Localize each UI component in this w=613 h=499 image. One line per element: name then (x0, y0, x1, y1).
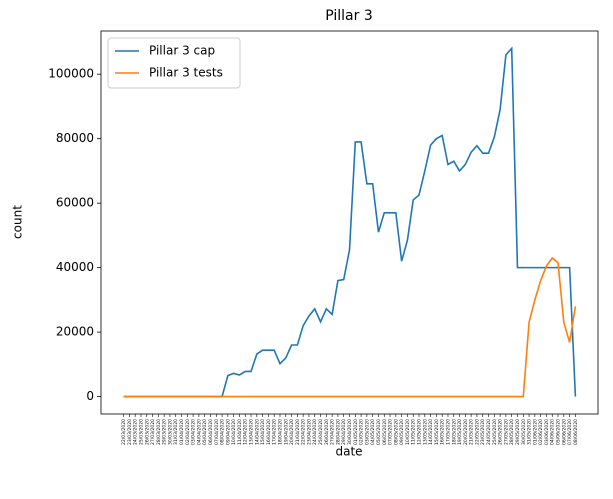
x-tick-label: 01/05/2020 (353, 419, 359, 445)
y-tick-label: 100000 (48, 67, 94, 81)
legend-box (107, 37, 241, 89)
chart-title: Pillar 3 (325, 8, 373, 24)
x-tick-label: 22/05/2020 (474, 419, 480, 445)
x-tick-label: 05/06/2020 (556, 419, 562, 445)
line-series (123, 256, 577, 398)
x-tick-label: 29/05/2020 (515, 419, 521, 445)
x-tick-label: 15/04/2020 (260, 419, 266, 445)
x-tick-label: 22/03/2020 (121, 419, 127, 445)
x-tick-label: 16/05/2020 (440, 419, 446, 445)
x-tick-label: 26/04/2020 (324, 419, 330, 445)
x-tick-label: 24/05/2020 (486, 419, 492, 445)
x-tick-label: 01/04/2020 (179, 419, 185, 445)
x-tick-label: 29/04/2020 (341, 419, 347, 445)
x-tick-label: 18/04/2020 (277, 419, 283, 445)
x-tick-label: 09/04/2020 (225, 419, 231, 445)
x-tick-label: 21/05/2020 (469, 419, 475, 445)
x-tick-label: 04/05/2020 (370, 419, 376, 445)
x-tick-label: 02/05/2020 (359, 419, 365, 445)
legend-label: Pillar 3 cap (149, 44, 215, 58)
x-tick-label: 28/04/2020 (335, 419, 341, 445)
x-tick-label: 30/05/2020 (521, 419, 527, 445)
x-tick-label: 08/04/2020 (220, 419, 226, 445)
x-tick-label: 14/05/2020 (428, 419, 434, 445)
y-tick-label: 20000 (56, 325, 94, 339)
x-tick-label: 18/05/2020 (451, 419, 457, 445)
x-tick-label: 12/04/2020 (243, 419, 249, 445)
x-tick-label: 23/04/2020 (306, 419, 312, 445)
x-tick-label: 24/04/2020 (312, 419, 318, 445)
legend-label: Pillar 3 tests (149, 66, 223, 80)
x-tick-label: 27/03/2020 (150, 419, 156, 445)
x-tick-label: 10/05/2020 (405, 419, 411, 445)
x-tick-label: 06/04/2020 (208, 419, 214, 445)
x-tick-label: 01/06/2020 (532, 419, 538, 445)
x-tick-label: 17/05/2020 (445, 419, 451, 445)
x-tick-label: 07/04/2020 (214, 419, 220, 445)
x-tick-label: 30/03/2020 (167, 419, 173, 445)
x-tick-label: 17/04/2020 (272, 419, 278, 445)
x-tick-label: 22/04/2020 (301, 419, 307, 445)
x-tick-label: 19/05/2020 (457, 419, 463, 445)
x-tick-label: 16/04/2020 (266, 419, 272, 445)
x-tick-label: 30/04/2020 (347, 419, 353, 445)
x-tick-label: 12/05/2020 (417, 419, 423, 445)
x-tick-label: 02/06/2020 (538, 419, 544, 445)
x-tick-label: 25/03/2020 (138, 419, 144, 445)
x-tick-label: 02/04/2020 (185, 419, 191, 445)
x-tick-label: 08/05/2020 (393, 419, 399, 445)
x-tick-label: 10/04/2020 (231, 419, 237, 445)
y-tick-label: 0 (86, 389, 94, 403)
x-tick-label: 25/05/2020 (492, 419, 498, 445)
x-tick-label: 28/05/2020 (509, 419, 515, 445)
x-tick-label: 04/04/2020 (196, 419, 202, 445)
x-tick-label: 26/03/2020 (144, 419, 150, 445)
y-tick-label: 80000 (56, 131, 94, 145)
x-tick-label: 05/04/2020 (202, 419, 208, 445)
x-tick-label: 03/04/2020 (191, 419, 197, 445)
x-tick-label: 20/04/2020 (289, 419, 295, 445)
x-tick-label: 31/03/2020 (173, 419, 179, 445)
y-axis-label: count (11, 205, 25, 239)
x-tick-label: 09/05/2020 (399, 419, 405, 445)
x-tick-label: 05/05/2020 (376, 419, 382, 445)
x-tick-label: 20/05/2020 (463, 419, 469, 445)
x-tick-label: 07/06/2020 (567, 419, 573, 445)
x-tick-label: 03/05/2020 (364, 419, 370, 445)
x-tick-label: 07/05/2020 (388, 419, 394, 445)
y-tick-label: 40000 (56, 260, 94, 274)
x-tick-label: 19/04/2020 (283, 419, 289, 445)
x-tick-label: 04/06/2020 (550, 419, 556, 445)
x-tick-label: 06/05/2020 (382, 419, 388, 445)
x-tick-label: 11/05/2020 (411, 419, 417, 445)
x-tick-label: 13/04/2020 (249, 419, 255, 445)
x-tick-label: 11/04/2020 (237, 419, 243, 445)
x-tick-label: 26/05/2020 (498, 419, 504, 445)
x-tick-label: 29/03/2020 (162, 419, 168, 445)
x-tick-label: 06/06/2020 (561, 419, 567, 445)
x-tick-label: 08/06/2020 (573, 419, 579, 445)
x-tick-label: 23/05/2020 (480, 419, 486, 445)
x-tick-label: 31/05/2020 (527, 419, 533, 445)
x-axis-label: date (335, 445, 362, 459)
line-series (123, 46, 577, 398)
x-tick-label: 28/03/2020 (156, 419, 162, 445)
x-tick-label: 15/05/2020 (434, 419, 440, 445)
x-tick-label: 24/03/2020 (133, 419, 139, 445)
y-tick-label: 60000 (56, 196, 94, 210)
x-tick-label: 21/04/2020 (295, 419, 301, 445)
x-tick-label: 03/06/2020 (544, 419, 550, 445)
x-tick-label: 25/04/2020 (318, 419, 324, 445)
x-tick-label: 27/05/2020 (503, 419, 509, 445)
x-tick-label: 27/04/2020 (330, 419, 336, 445)
x-tick-label: 23/03/2020 (127, 419, 133, 445)
x-tick-label: 13/05/2020 (422, 419, 428, 445)
x-tick-label: 14/04/2020 (254, 419, 260, 445)
